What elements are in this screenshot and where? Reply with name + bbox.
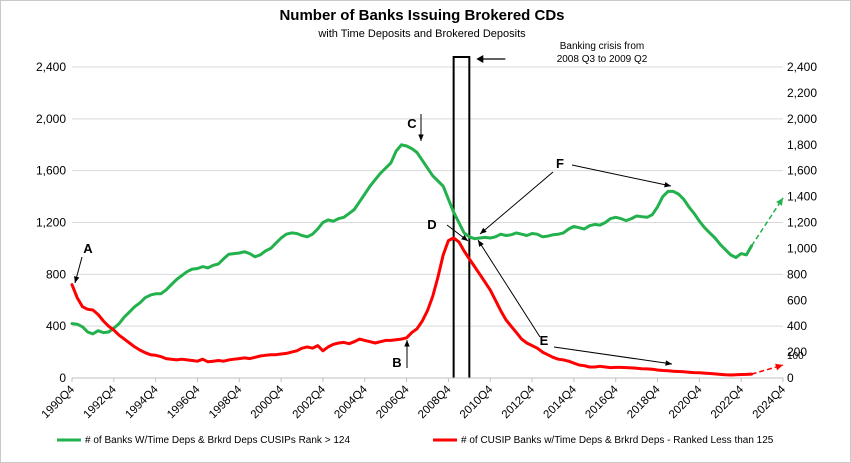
annotation-arrow-f2 — [571, 164, 672, 187]
right-axis-tick-label: 1,000 — [787, 241, 817, 255]
right-axis-tick-label: 1,600 — [787, 164, 817, 178]
x-axis-tick-label: 2018Q4 — [625, 383, 663, 421]
projection-arrowhead-red — [775, 363, 783, 371]
annotation-arrow-f1 — [479, 171, 554, 235]
x-axis-tick-label: 2014Q4 — [542, 383, 580, 421]
x-axis-tick-label: 1998Q4 — [207, 383, 245, 421]
crisis-band-outline — [452, 56, 471, 378]
axes-group: 0 400 800 1,200 1,600 2,000 2,400 0 200 400 600 800… — [36, 60, 817, 421]
legend: # of Banks W/Time Deps & Brkrd Deps CUSI… — [57, 435, 774, 446]
series-line-red — [70, 236, 754, 377]
right-axis-tick-label: 400 — [787, 319, 807, 333]
right-axis-tick-label: 1,200 — [787, 216, 817, 230]
x-axis-tick-label: 2000Q4 — [249, 383, 287, 421]
x-axis-tick-label: 2012Q4 — [500, 383, 538, 421]
x-axis-tick-label: 2024Q4 — [751, 383, 789, 421]
x-axis-tick-label: 2002Q4 — [291, 383, 329, 421]
right-axis-tick-label: 0 — [787, 371, 794, 385]
x-axis-tick-label: 1994Q4 — [123, 383, 161, 421]
right-axis-tick-label: 1,800 — [787, 138, 817, 152]
annotation-arrow-e1-head — [478, 240, 484, 247]
annotation-letter-b: B — [392, 355, 401, 370]
right-axis-tick-label: 800 — [787, 267, 807, 281]
series-group: 100 — [70, 143, 804, 377]
left-axis-tick-label: 2,400 — [36, 60, 66, 74]
x-axis-tick-label: 1996Q4 — [165, 383, 203, 421]
annotation-letter-f: F — [556, 156, 564, 171]
left-axis-tick-label: 400 — [46, 319, 66, 333]
x-axis-tick-label: 1992Q4 — [82, 383, 120, 421]
series-line-green — [70, 143, 754, 336]
left-axis-tick-label: 2,000 — [36, 112, 66, 126]
annotation-letter-e: E — [540, 333, 549, 348]
x-axis-tick-label: 1990Q4 — [40, 383, 78, 421]
crisis-band: Banking crisis from 2008 Q3 to 2009 Q2 — [452, 41, 648, 378]
x-axis-tick-label: 2020Q4 — [667, 383, 705, 421]
right-axis-tick-label: 2,200 — [787, 86, 817, 100]
x-axis-tick-label: 2006Q4 — [374, 383, 412, 421]
left-axis-tick-label: 1,200 — [36, 216, 66, 230]
projection-line-green — [751, 197, 784, 247]
crisis-label-line2: 2008 Q3 to 2009 Q2 — [557, 54, 648, 65]
x-axis-tick-label: 2016Q4 — [583, 383, 621, 421]
right-axis-tick-label: 1,400 — [787, 190, 817, 204]
left-axis-tick-label: 800 — [46, 267, 66, 281]
crisis-arrowhead — [476, 55, 484, 63]
legend-label-red: # of CUSIP Banks w/Time Deps & Brkrd Dep… — [461, 435, 774, 446]
annotation-arrow-a-head — [74, 276, 80, 283]
annotation-arrow-f1-head — [480, 227, 487, 234]
annotations-group: A B C D E F — [74, 114, 673, 370]
x-axis-tick-label: 2004Q4 — [332, 383, 370, 421]
annotation-arrow-f2-head — [664, 181, 671, 188]
left-axis-tick-label: 1,600 — [36, 164, 66, 178]
crisis-label-line1: Banking crisis from — [560, 41, 644, 52]
left-axis-tick-label: 0 — [59, 371, 66, 385]
annotation-arrow-c-head — [418, 134, 424, 141]
annotation-letter-a: A — [83, 241, 93, 256]
x-axis-tick-label: 2010Q4 — [458, 383, 496, 421]
x-axis-tick-label: 2008Q4 — [416, 383, 454, 421]
annotation-arrow-e2-head — [665, 360, 672, 366]
annotation-letter-c: C — [407, 116, 417, 131]
projection-label: 100 — [787, 351, 804, 362]
annotation-arrow-e1 — [477, 239, 541, 338]
chart-subtitle: with Time Deposits and Brokered Deposits — [317, 28, 526, 40]
right-axis-tick-label: 2,400 — [787, 60, 817, 74]
annotation-arrow-d-head — [461, 234, 468, 241]
annotation-arrow-b-head — [404, 340, 410, 347]
legend-label-green: # of Banks W/Time Deps & Brkrd Deps CUSI… — [85, 435, 350, 446]
right-axis-tick-label: 600 — [787, 293, 807, 307]
chart-title: Number of Banks Issuing Brokered CDs — [279, 7, 564, 24]
annotation-arrow-e2 — [553, 346, 673, 365]
right-axis-tick-label: 200 — [787, 345, 807, 359]
right-axis-tick-label: 2,000 — [787, 112, 817, 126]
annotation-letter-d: D — [427, 217, 436, 232]
projection-arrowhead-green — [776, 197, 783, 206]
x-axis-tick-label: 2022Q4 — [709, 383, 747, 421]
